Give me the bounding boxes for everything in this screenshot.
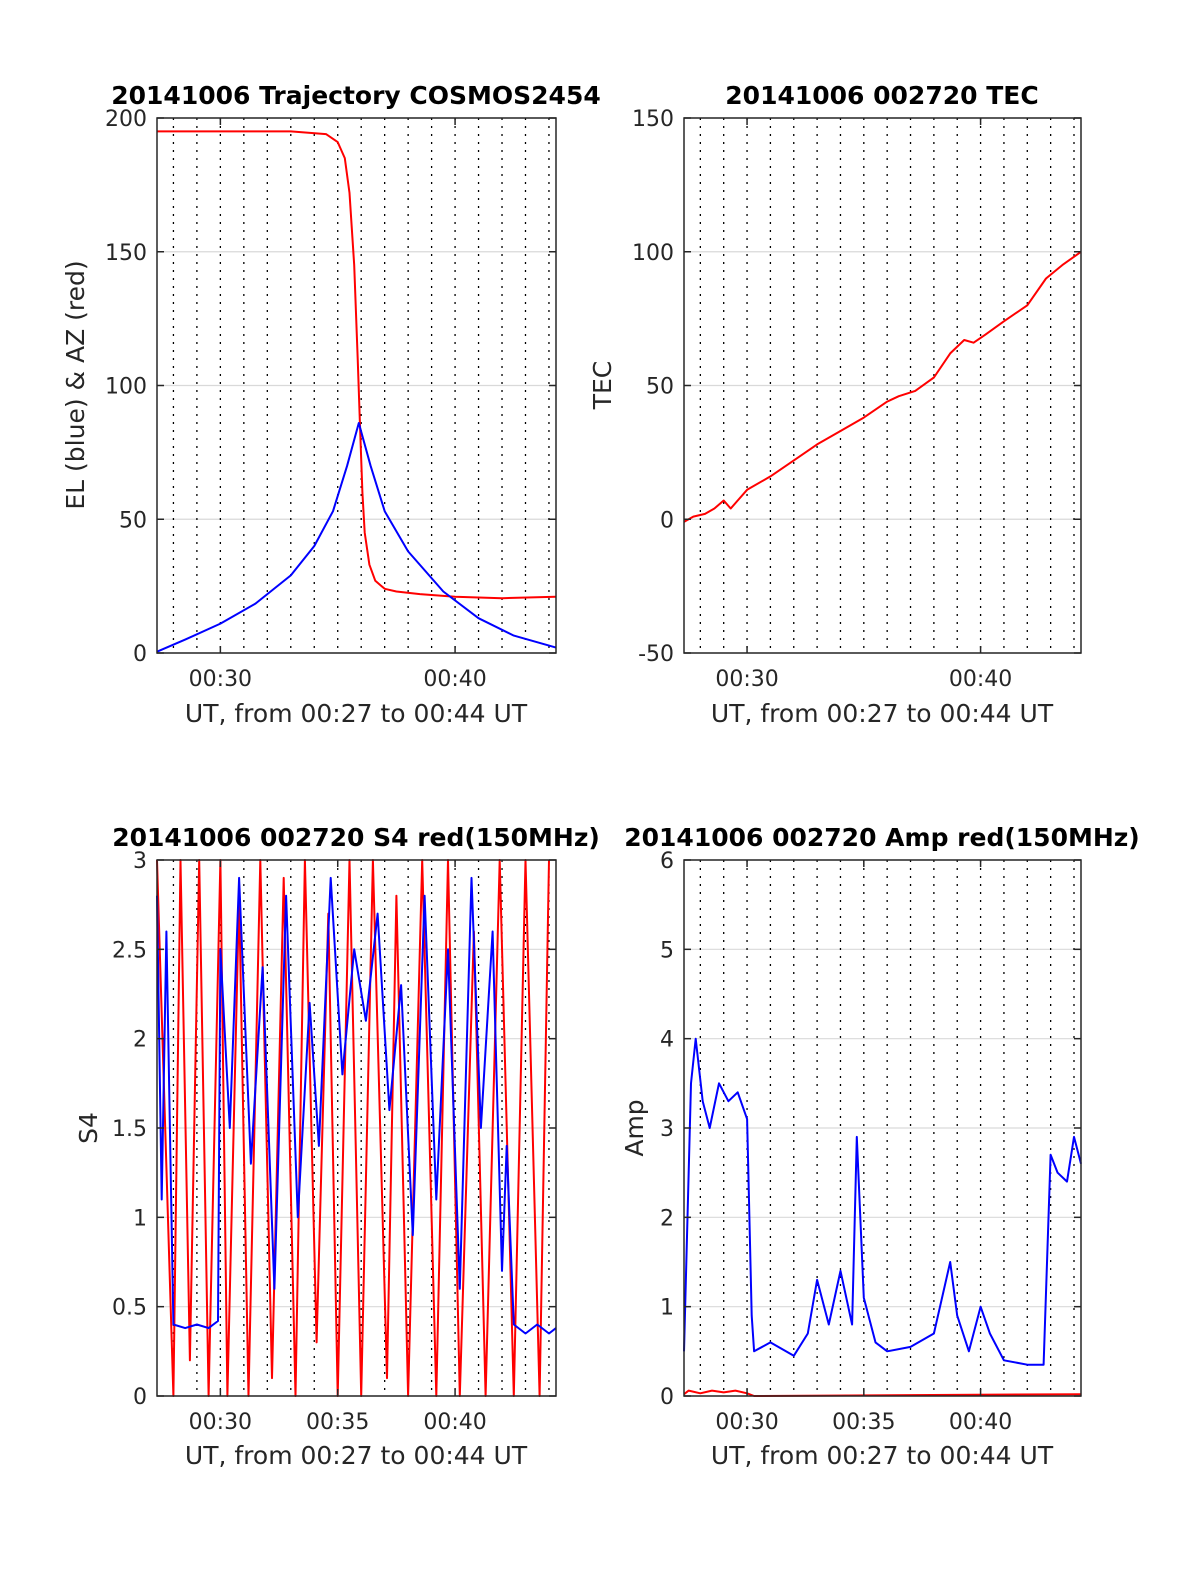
y-axis-label: Amp [620, 1099, 649, 1156]
y-tick-label: 0.5 [112, 1296, 147, 1321]
x-tick-label: 00:30 [189, 667, 252, 692]
y-tick-label: 6 [660, 849, 674, 874]
x-tick-label: 00:30 [715, 667, 778, 692]
plot-area: 0 0.5 1 1.5 2 2.5 3 00:30 00:35 00:40 [112, 849, 557, 1435]
x-axis-label: UT, from 00:27 to 00:44 UT [711, 699, 1054, 728]
chart-s4: 20141006 002720 S4 red(150MHz) 0 0.5 1 1.5 2… [74, 823, 600, 1470]
x-tick-label: 00:30 [715, 1410, 778, 1435]
y-tick-label: 150 [632, 107, 674, 132]
y-tick-label: 5 [660, 938, 674, 963]
y-tick-label: -50 [638, 642, 674, 667]
x-axis-label: UT, from 00:27 to 00:44 UT [185, 699, 528, 728]
y-tick-label: 100 [632, 241, 674, 266]
y-tick-label: 0 [133, 1385, 147, 1410]
y-tick-label: 50 [119, 508, 147, 533]
y-axis-label: S4 [74, 1112, 103, 1144]
y-tick-label: 0 [660, 1385, 674, 1410]
y-tick-label: 4 [660, 1028, 674, 1053]
y-tick-label: 2 [133, 1028, 147, 1053]
y-tick-label: 3 [133, 849, 147, 874]
series-line [683, 1389, 1082, 1397]
chart-trajectory: 20141006 Trajectory COSMOS2454 0 50 100 150… [61, 81, 601, 728]
series-line [157, 130, 557, 600]
series-line [683, 1037, 1082, 1366]
x-tick-label: 00:35 [306, 1410, 369, 1435]
chart-tec: 20141006 002720 TEC -50 0 50 100 150 00:30 00:… [588, 81, 1082, 728]
series-line [156, 422, 557, 653]
x-tick-label: 00:30 [189, 1410, 252, 1435]
x-axis-label: UT, from 00:27 to 00:44 UT [711, 1441, 1054, 1470]
y-tick-label: 0 [133, 642, 147, 667]
y-tick-label: 150 [105, 241, 147, 266]
y-tick-label: 1 [660, 1296, 674, 1321]
plot-area: 0 50 100 150 200 00:30 00:40 [105, 107, 557, 692]
x-axis-label: UT, from 00:27 to 00:44 UT [185, 1441, 528, 1470]
chart-amp: 20141006 002720 Amp red(150MHz) 01234560… [620, 823, 1140, 1470]
y-tick-label: 50 [646, 375, 674, 400]
y-tick-label: 0 [660, 508, 674, 533]
y-axis-label: EL (blue) & AZ (red) [61, 260, 90, 509]
series-line [156, 876, 557, 1335]
chart-title: 20141006 002720 Amp red(150MHz) [624, 823, 1140, 852]
y-tick-label: 1.5 [112, 1117, 147, 1142]
plot-area: 0 1 2 3 4 5 6 00:30 00:35 00:40 [660, 849, 1082, 1435]
y-tick-label: 2.5 [112, 938, 147, 963]
chart-title: 20141006 002720 TEC [725, 81, 1038, 110]
x-tick-label: 00:40 [949, 1410, 1012, 1435]
y-tick-label: 100 [105, 375, 147, 400]
y-tick-label: 2 [660, 1206, 674, 1231]
x-tick-label: 00:35 [832, 1410, 895, 1435]
y-tick-label: 200 [105, 107, 147, 132]
chart-title: 20141006 Trajectory COSMOS2454 [111, 81, 601, 110]
y-axis-label: TEC [588, 361, 617, 411]
x-tick-label: 00:40 [949, 667, 1012, 692]
y-tick-label: 3 [660, 1117, 674, 1142]
y-tick-label: 1 [133, 1206, 147, 1231]
plot-area: -50 0 50 100 150 00:30 00:40 [632, 107, 1082, 692]
x-tick-label: 00:40 [423, 667, 486, 692]
series-line [683, 250, 1082, 523]
x-tick-label: 00:40 [423, 1410, 486, 1435]
chart-title: 20141006 002720 S4 red(150MHz) [112, 823, 600, 852]
